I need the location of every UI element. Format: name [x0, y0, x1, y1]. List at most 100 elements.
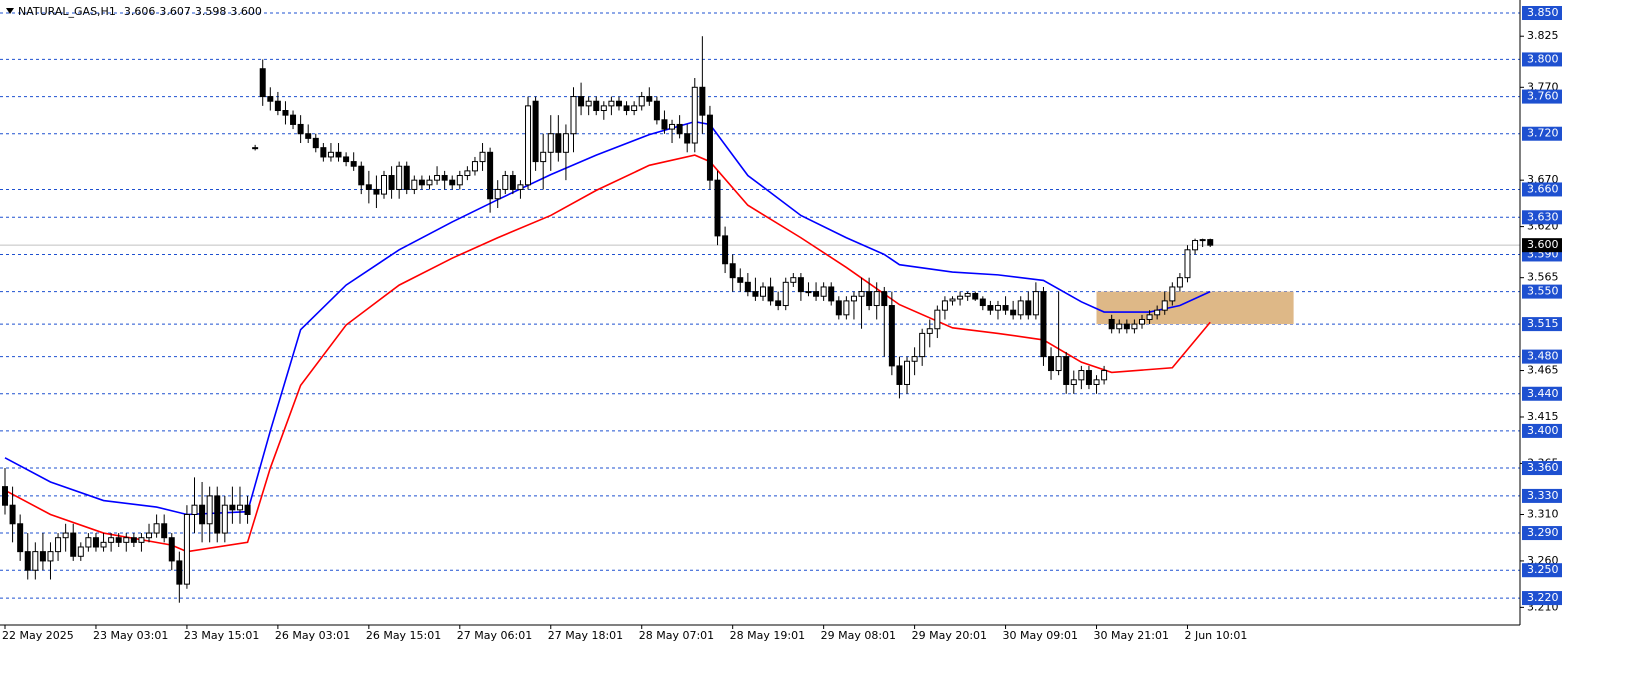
candle-body: [161, 523, 168, 539]
candle-body: [691, 86, 698, 144]
candle-body: [509, 175, 516, 190]
candle-body: [471, 161, 478, 172]
level-label: 3.760: [1527, 90, 1559, 103]
candle-body: [767, 286, 774, 302]
candle-body: [221, 504, 228, 534]
x-tick-label: 29 May 20:01: [912, 629, 987, 642]
candle-body: [1025, 300, 1032, 316]
level-label: 3.630: [1527, 210, 1559, 223]
level-label: 3.400: [1527, 424, 1559, 437]
candle-body: [426, 179, 433, 186]
x-tick-label: 30 May 09:01: [1003, 629, 1078, 642]
candle-body: [1116, 323, 1123, 330]
y-tick-label: 3.565: [1527, 271, 1559, 284]
candle-body: [290, 114, 297, 125]
candle-body: [843, 300, 850, 316]
candle-body: [381, 175, 387, 195]
candle-body: [669, 123, 676, 130]
menu-triangle[interactable]: [6, 8, 14, 14]
candle-body: [555, 133, 562, 153]
candle-body: [866, 291, 873, 307]
x-tick-label: 28 May 07:01: [639, 629, 714, 642]
level-label: 3.480: [1527, 350, 1559, 363]
level-label: 3.720: [1527, 127, 1559, 140]
candle-body: [957, 295, 964, 300]
candle-body: [760, 286, 766, 297]
y-tick-label: 3.415: [1527, 410, 1559, 423]
candle-body: [722, 235, 729, 265]
candle-body: [934, 309, 941, 330]
header-value: 3.606: [124, 5, 156, 18]
zone: [1096, 291, 1294, 325]
candle-body: [1078, 370, 1085, 381]
candle-body: [449, 179, 456, 186]
candle-body: [790, 277, 797, 283]
current-price-label: 3.600: [1527, 238, 1559, 251]
candle-body: [70, 532, 77, 557]
level-label-box: [1522, 52, 1562, 67]
candle-body: [562, 133, 569, 153]
plot-area: [0, 12, 1520, 603]
candle-body: [62, 532, 69, 539]
candle-body: [676, 123, 683, 135]
candle-body: [744, 281, 751, 293]
candle-body: [487, 151, 494, 200]
level-label: 3.550: [1527, 285, 1559, 298]
candle-body: [972, 292, 979, 300]
y-tick-label: 3.825: [1527, 29, 1559, 42]
candle-body: [1184, 249, 1191, 279]
x-tick-label: 26 May 15:01: [366, 629, 441, 642]
x-tick-label: 23 May 15:01: [184, 629, 259, 642]
y-tick-label: 3.465: [1527, 364, 1559, 377]
candle-body: [92, 537, 99, 548]
candle-body: [100, 541, 107, 548]
level-label-box: [1522, 488, 1562, 503]
candle-body: [1161, 300, 1168, 311]
candle-body: [320, 147, 327, 158]
candle-body: [1101, 370, 1108, 381]
candle-body: [797, 277, 804, 293]
candle-body: [312, 137, 319, 149]
level-label: 3.290: [1527, 526, 1559, 539]
candle-body: [638, 96, 645, 107]
level-label: 3.250: [1527, 563, 1559, 576]
candle-body: [850, 295, 857, 302]
candle-body: [1070, 379, 1077, 385]
level-label: 3.515: [1527, 317, 1559, 330]
candle-body: [55, 537, 62, 553]
candle-body: [926, 328, 933, 334]
x-tick-label: 27 May 18:01: [548, 629, 623, 642]
candle-body: [661, 119, 668, 130]
candle-body: [1093, 379, 1100, 385]
candle-body: [805, 291, 812, 294]
candle-body: [896, 365, 903, 385]
x-tick-label: 23 May 03:01: [93, 629, 168, 642]
candle-body: [729, 263, 736, 279]
candle-body: [418, 179, 425, 186]
candle-body: [820, 286, 827, 297]
candle-body: [1169, 286, 1176, 302]
level-label-box: [1522, 386, 1562, 401]
candle-body: [373, 188, 380, 195]
candle-body: [176, 560, 183, 585]
candle-body: [888, 305, 895, 367]
candle-body: [904, 360, 911, 385]
candle-body: [267, 96, 274, 102]
candle-body: [191, 504, 198, 515]
candle-body: [1108, 318, 1115, 330]
candle-body: [858, 291, 865, 297]
candle-body: [813, 291, 820, 297]
candle-body: [365, 184, 372, 190]
level-label: 3.330: [1527, 489, 1559, 502]
candle-body: [828, 286, 835, 302]
candle-body: [39, 551, 46, 562]
candle-body: [77, 546, 84, 557]
candle-body: [1192, 240, 1199, 251]
candle-body: [229, 504, 236, 511]
candle-body: [146, 532, 153, 539]
candle-body: [593, 100, 600, 112]
candle-body: [138, 537, 145, 543]
candle-body: [108, 537, 115, 543]
candle-body: [623, 105, 630, 112]
